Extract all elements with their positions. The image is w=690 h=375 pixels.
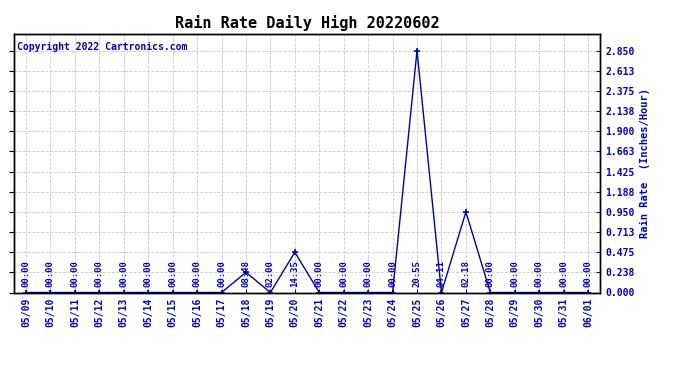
Text: 00:00: 00:00 xyxy=(21,261,30,287)
Text: 14:35: 14:35 xyxy=(290,261,299,287)
Text: Copyright 2022 Cartronics.com: Copyright 2022 Cartronics.com xyxy=(17,42,187,51)
Text: 00:00: 00:00 xyxy=(46,261,55,287)
Text: 02:00: 02:00 xyxy=(266,261,275,287)
Text: 00:00: 00:00 xyxy=(584,261,593,287)
Text: 00:00: 00:00 xyxy=(193,261,201,287)
Text: 02:18: 02:18 xyxy=(462,261,471,287)
Text: 00:00: 00:00 xyxy=(70,261,79,287)
Text: 00:00: 00:00 xyxy=(119,261,128,287)
Text: 00:00: 00:00 xyxy=(486,261,495,287)
Text: 00:00: 00:00 xyxy=(388,261,397,287)
Text: 04:11: 04:11 xyxy=(437,261,446,287)
Text: 00:00: 00:00 xyxy=(315,261,324,287)
Title: Rain Rate Daily High 20220602: Rain Rate Daily High 20220602 xyxy=(175,15,440,31)
Text: 00:00: 00:00 xyxy=(559,261,568,287)
Text: 00:00: 00:00 xyxy=(511,261,520,287)
Text: 00:00: 00:00 xyxy=(144,261,152,287)
Text: 00:00: 00:00 xyxy=(364,261,373,287)
Text: 00:00: 00:00 xyxy=(217,261,226,287)
Text: 00:00: 00:00 xyxy=(95,261,103,287)
Text: 00:00: 00:00 xyxy=(535,261,544,287)
Y-axis label: Rain Rate  (Inches/Hour): Rain Rate (Inches/Hour) xyxy=(640,88,650,238)
Text: 08:48: 08:48 xyxy=(241,261,250,287)
Text: 20:55: 20:55 xyxy=(413,261,422,287)
Text: 00:00: 00:00 xyxy=(339,261,348,287)
Text: 00:00: 00:00 xyxy=(168,261,177,287)
